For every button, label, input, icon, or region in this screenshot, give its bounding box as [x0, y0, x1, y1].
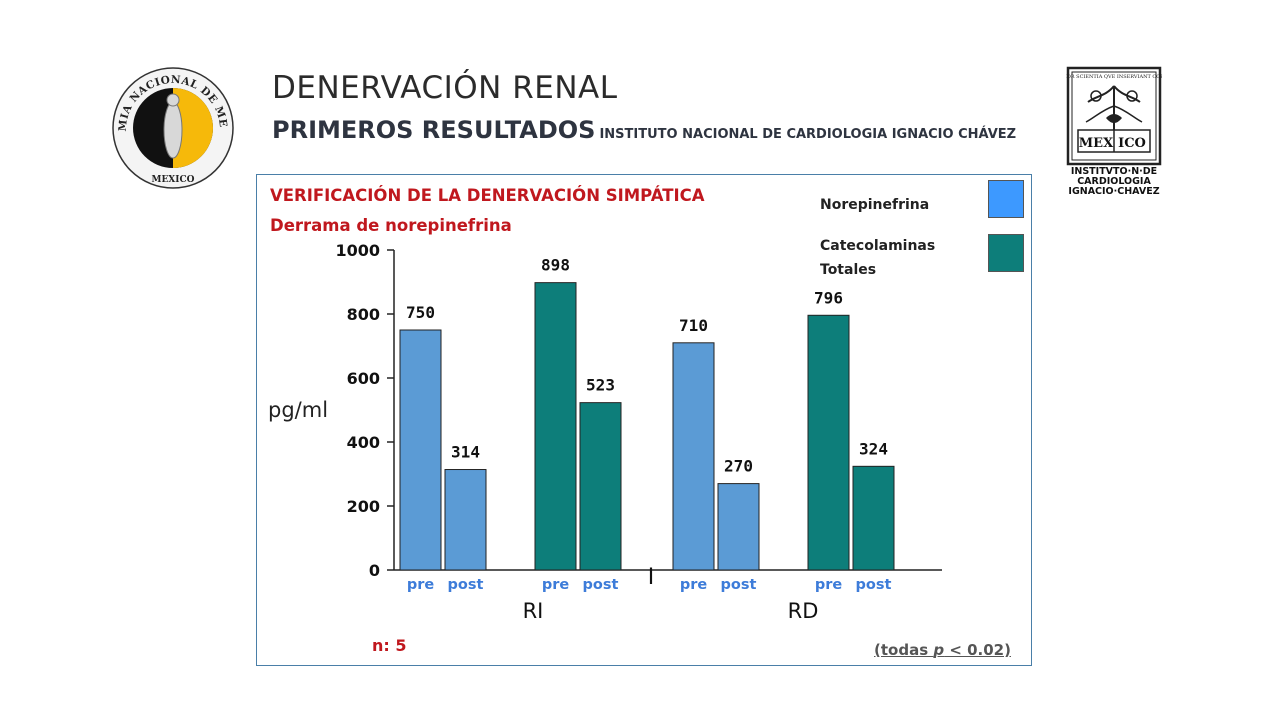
svg-text:AMOR SCIENTIA QVE INSERVIANT C: AMOR SCIENTIA QVE INSERVIANT CORDI — [1066, 74, 1162, 80]
bar-category-label: post — [856, 577, 892, 593]
svg-text:MEXICO: MEXICO — [151, 175, 194, 185]
legend-label-norepinefrina: Norepinefrina — [820, 197, 930, 213]
subtitle-institute: INSTITUTO NACIONAL DE CARDIOLOGIA IGNACI… — [599, 127, 1017, 142]
bar — [534, 282, 577, 571]
bar-category-label: pre — [815, 577, 843, 593]
bar-value-label: 314 — [451, 443, 480, 462]
legend-label-line1: Catecolaminas — [820, 238, 936, 254]
group-label: RI — [523, 599, 544, 623]
y-axis-label: pg/ml — [268, 398, 329, 422]
group-divider: I — [648, 565, 655, 590]
chart-title: VERIFICACIÓN DE LA DENERVACIÓN SIMPÁTICA — [270, 186, 705, 205]
y-tick-label: 400 — [347, 433, 380, 452]
bar — [579, 402, 622, 571]
bar-value-label: 898 — [541, 256, 570, 275]
chart-subtitle: Derrama de norepinefrina — [270, 216, 512, 235]
y-tick-label: 800 — [347, 305, 380, 324]
bar-value-label: 523 — [586, 376, 615, 395]
svg-text:MEX: MEX — [1079, 136, 1114, 151]
significance-note: (todas p < 0.02) — [874, 641, 1011, 659]
bar — [807, 314, 850, 571]
bar-value-label: 270 — [724, 457, 753, 476]
bar-value-label: 750 — [406, 303, 435, 322]
bar-category-label: post — [583, 577, 619, 593]
bar-category-label: pre — [680, 577, 708, 593]
legend-swatch-norepinefrina — [988, 180, 1024, 218]
bar-category-label: post — [448, 577, 484, 593]
bar-value-label: 796 — [814, 288, 843, 307]
bar-value-label: 324 — [859, 439, 888, 458]
bar-category-label: pre — [542, 577, 570, 593]
bar — [444, 469, 487, 571]
svg-text:CARDIOLOGIA: CARDIOLOGIA — [1077, 176, 1151, 187]
bar-value-label: 710 — [679, 316, 708, 335]
subtitle-main: PRIMEROS RESULTADOS — [272, 116, 596, 144]
y-tick-label: 0 — [369, 561, 380, 580]
group-label: RD — [788, 599, 819, 623]
page-title: DENERVACIÓN RENAL — [272, 70, 618, 106]
bar — [672, 342, 715, 571]
page-subtitle: PRIMEROS RESULTADOS INSTITUTO NACIONAL DE… — [272, 116, 1016, 144]
bar — [399, 329, 442, 571]
bar-category-label: pre — [407, 577, 435, 593]
bar — [852, 465, 895, 571]
svg-text:ICO: ICO — [1118, 136, 1146, 151]
academia-logo: ACADEMIA NACIONAL DE MEDICINA MEXICO — [108, 64, 234, 189]
bar — [717, 483, 760, 571]
sample-size: n: 5 — [372, 636, 407, 655]
legend-label-catecolaminas: Catecolaminas Totales — [820, 234, 935, 282]
y-tick-label: 600 — [347, 369, 380, 388]
legend-swatch-catecolaminas — [988, 234, 1024, 272]
svg-text:IGNACIO·CHAVEZ: IGNACIO·CHAVEZ — [1068, 186, 1159, 196]
cardiologia-logo: AMOR SCIENTIA QVE INSERVIANT CORDI MEX I… — [1066, 66, 1162, 196]
legend-label-line2: Totales — [820, 262, 877, 278]
bar-category-label: post — [721, 577, 757, 593]
chart-panel — [256, 174, 1032, 666]
svg-text:INSTITVTO·N·DE: INSTITVTO·N·DE — [1071, 166, 1157, 177]
y-tick-label: 200 — [347, 497, 380, 516]
y-tick-label: 1000 — [335, 241, 380, 260]
